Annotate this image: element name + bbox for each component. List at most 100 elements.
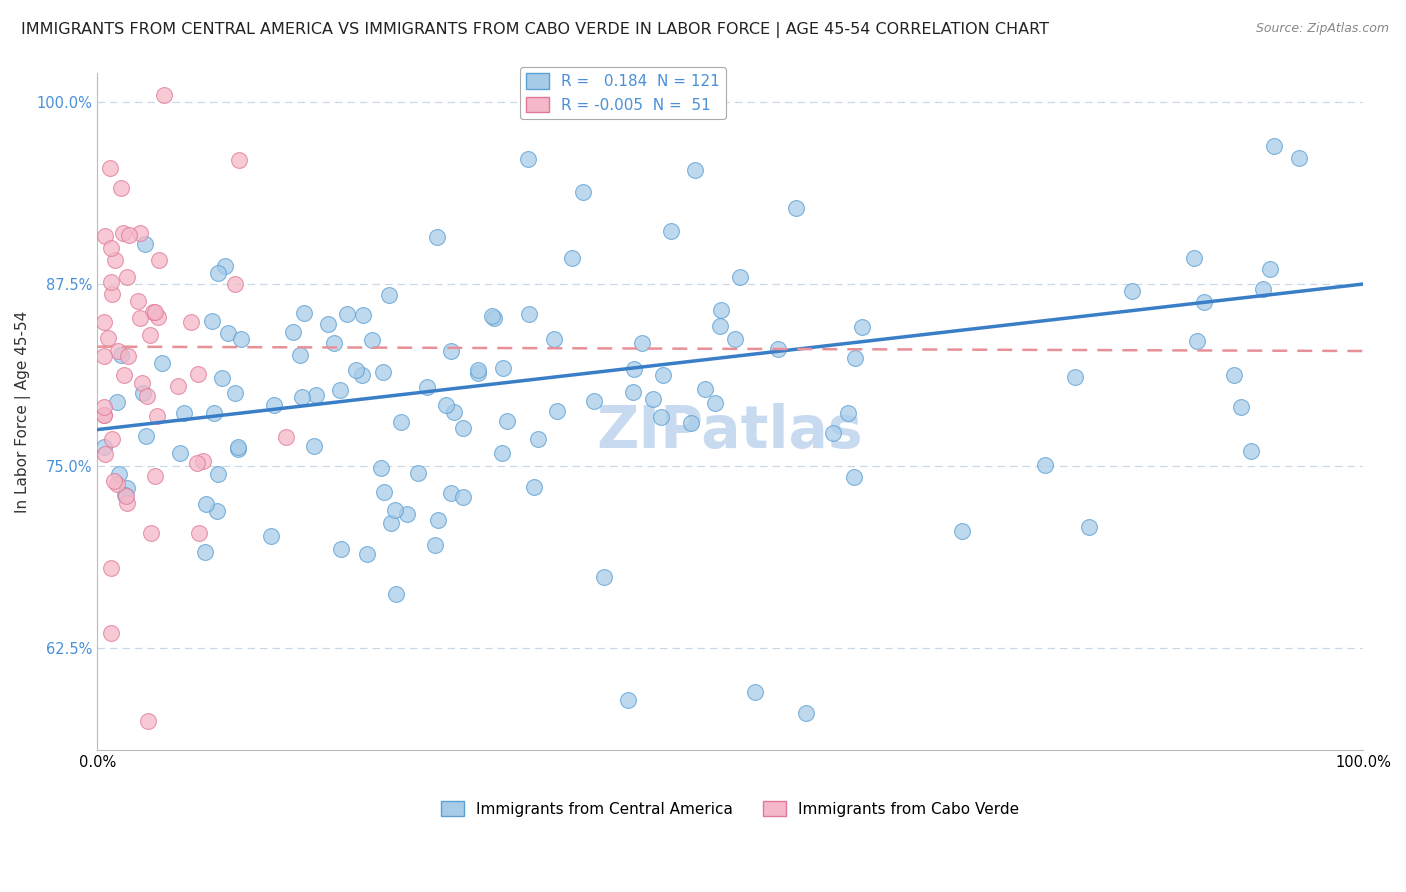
Point	[821, 425, 844, 440]
Point	[492, 361, 515, 376]
Point	[100, 560, 122, 574]
Point	[105, 395, 128, 409]
Point	[661, 224, 683, 238]
Point	[322, 336, 344, 351]
Text: Source: ZipAtlas.com: Source: ZipAtlas.com	[1256, 22, 1389, 36]
Point	[129, 310, 152, 325]
Point	[467, 366, 489, 380]
Point	[195, 497, 218, 511]
Point	[93, 408, 115, 422]
Point	[97, 331, 120, 345]
Point	[316, 317, 339, 331]
Point	[336, 307, 359, 321]
Text: IMMIGRANTS FROM CENTRAL AMERICA VS IMMIGRANTS FROM CABO VERDE IN LABOR FORCE | A: IMMIGRANTS FROM CENTRAL AMERICA VS IMMIG…	[21, 22, 1049, 38]
Point	[217, 326, 239, 340]
Point	[621, 385, 644, 400]
Point	[851, 320, 873, 334]
Point	[111, 226, 134, 240]
Point	[93, 401, 115, 415]
Point	[305, 388, 328, 402]
Point	[202, 406, 225, 420]
Point	[281, 325, 304, 339]
Point	[211, 371, 233, 385]
Point	[385, 587, 408, 601]
Point	[110, 181, 132, 195]
Point	[117, 496, 139, 510]
Point	[127, 294, 149, 309]
Point	[142, 305, 165, 319]
Point	[145, 409, 167, 423]
Legend: Immigrants from Central America, Immigrants from Cabo Verde: Immigrants from Central America, Immigra…	[434, 795, 1026, 823]
Point	[950, 524, 973, 538]
Point	[352, 368, 374, 383]
Point	[1182, 251, 1205, 265]
Point	[226, 442, 249, 456]
Point	[641, 392, 664, 407]
Point	[107, 343, 129, 358]
Point	[167, 378, 190, 392]
Point	[389, 416, 412, 430]
Point	[543, 332, 565, 346]
Point	[117, 349, 139, 363]
Point	[148, 252, 170, 267]
Point	[1121, 284, 1143, 298]
Point	[728, 270, 751, 285]
Point	[146, 310, 169, 325]
Point	[844, 351, 866, 365]
Point	[1263, 138, 1285, 153]
Point	[766, 342, 789, 356]
Point	[572, 185, 595, 199]
Y-axis label: In Labor Force | Age 45-54: In Labor Force | Age 45-54	[15, 310, 31, 513]
Point	[1033, 458, 1056, 473]
Point	[93, 440, 115, 454]
Point	[517, 153, 540, 167]
Point	[693, 382, 716, 396]
Point	[228, 153, 250, 167]
Point	[423, 538, 446, 552]
Point	[93, 315, 115, 329]
Point	[436, 398, 458, 412]
Point	[685, 162, 707, 177]
Point	[100, 275, 122, 289]
Point	[440, 343, 463, 358]
Point	[100, 626, 122, 640]
Point	[207, 467, 229, 481]
Point	[416, 380, 439, 394]
Point	[194, 545, 217, 559]
Point	[131, 376, 153, 391]
Point	[467, 363, 489, 377]
Point	[94, 229, 117, 244]
Point	[135, 429, 157, 443]
Point	[1185, 334, 1208, 348]
Point	[426, 229, 449, 244]
Point	[651, 368, 673, 383]
Point	[519, 307, 541, 321]
Point	[546, 404, 568, 418]
Point	[114, 489, 136, 503]
Point	[329, 541, 352, 556]
Point	[371, 365, 394, 379]
Point	[291, 390, 314, 404]
Point	[1251, 282, 1274, 296]
Point	[704, 396, 727, 410]
Point	[186, 456, 208, 470]
Point	[650, 410, 672, 425]
Point	[100, 432, 122, 446]
Point	[115, 482, 138, 496]
Point	[139, 327, 162, 342]
Point	[115, 270, 138, 285]
Point	[173, 406, 195, 420]
Point	[384, 503, 406, 517]
Point	[352, 308, 374, 322]
Point	[482, 310, 505, 325]
Point	[344, 363, 367, 377]
Point	[101, 286, 124, 301]
Point	[129, 226, 152, 240]
Point	[226, 440, 249, 454]
Point	[224, 386, 246, 401]
Point	[440, 486, 463, 500]
Point	[329, 383, 352, 397]
Point	[491, 446, 513, 460]
Point	[623, 362, 645, 376]
Point	[224, 277, 246, 291]
